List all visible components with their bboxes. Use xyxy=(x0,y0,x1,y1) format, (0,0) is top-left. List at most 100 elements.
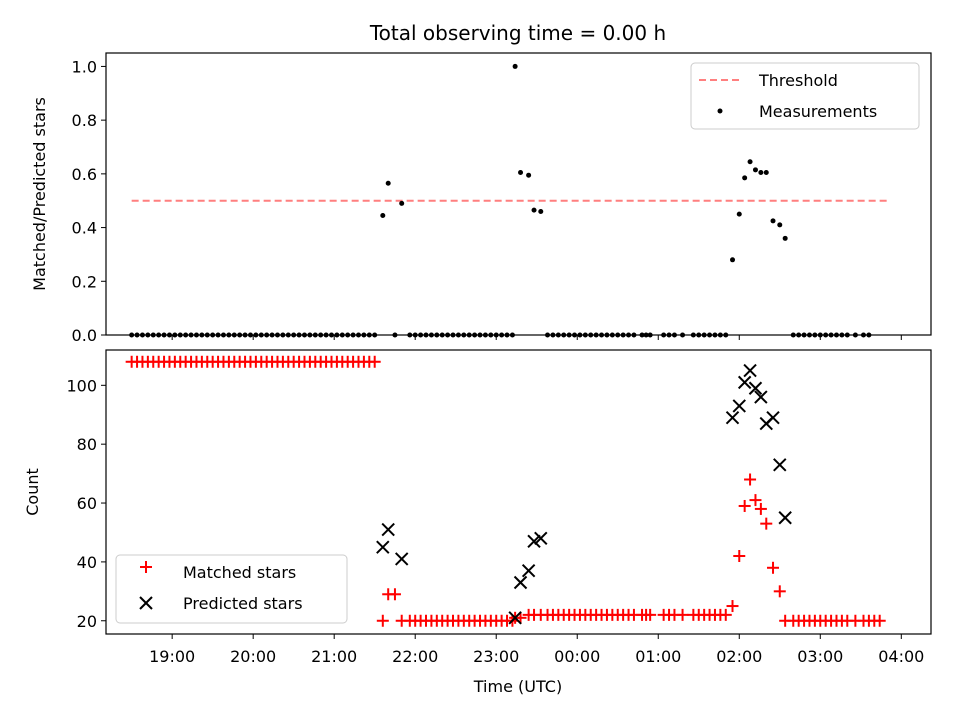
top-legend: Threshold Measurements xyxy=(690,62,920,130)
measurement-point xyxy=(615,332,621,338)
measurement-point xyxy=(572,332,578,338)
measurement-point xyxy=(350,332,356,338)
measurement-point xyxy=(639,332,645,338)
measurement-point xyxy=(188,332,194,338)
bottom-xtick-label: 20:00 xyxy=(230,647,276,666)
measurement-point xyxy=(620,332,626,338)
matched-star-point xyxy=(726,600,739,613)
matched-star-point xyxy=(719,608,732,621)
bottom-xtick-label: 04:00 xyxy=(878,647,924,666)
measurement-point xyxy=(139,332,145,338)
measurement-point xyxy=(253,332,259,338)
legend-predicted-swatch xyxy=(139,596,153,610)
measurement-point xyxy=(696,332,702,338)
predicted-star-stroke xyxy=(737,375,752,390)
chart-title: Total observing time = 0.00 h xyxy=(369,21,666,45)
measurement-point xyxy=(193,332,199,338)
measurement-point xyxy=(285,332,291,338)
predicted-star-stroke xyxy=(766,410,780,425)
measurement-point xyxy=(504,332,510,338)
matched-star-point xyxy=(873,614,886,627)
matched-star-point xyxy=(767,561,780,574)
predicted-star-point xyxy=(773,458,787,472)
bottom-legend-box xyxy=(115,554,348,624)
predicted-star-point xyxy=(748,381,763,395)
bottom-xlabel: Time (UTC) xyxy=(473,677,562,696)
predicted-star-stroke xyxy=(394,552,409,566)
measurement-point xyxy=(860,332,866,338)
measurement-point xyxy=(488,332,494,338)
measurement-point xyxy=(477,332,483,338)
predicted-star-point xyxy=(754,390,768,404)
measurement-point xyxy=(242,332,248,338)
measurement-point xyxy=(366,332,372,338)
bottom-xtick-label: 03:00 xyxy=(797,647,843,666)
measurement-point xyxy=(172,332,178,338)
legend-measurements-label: Measurements xyxy=(759,102,877,121)
measurement-point xyxy=(177,332,183,338)
predicted-star-stroke xyxy=(754,390,768,404)
measurement-point xyxy=(717,332,723,338)
measurement-point xyxy=(328,332,334,338)
measurement-point xyxy=(680,332,686,338)
predicted-star-point xyxy=(508,611,522,625)
measurement-point xyxy=(828,332,834,338)
legend-matched-label: Matched stars xyxy=(183,563,296,582)
measurement-point xyxy=(461,332,467,338)
measurement-point xyxy=(752,167,758,173)
bottom-xtick-label: 23:00 xyxy=(473,647,519,666)
measurement-point xyxy=(399,200,405,206)
measurement-point xyxy=(866,332,872,338)
predicted-star-point xyxy=(725,410,740,425)
measurement-point xyxy=(323,332,329,338)
measurement-point xyxy=(220,332,226,338)
measurement-point xyxy=(770,218,776,224)
measurement-point xyxy=(661,332,667,338)
measurement-point xyxy=(472,332,478,338)
predicted-star-point xyxy=(534,531,548,546)
measurement-point xyxy=(730,257,736,263)
matched-star-point xyxy=(368,355,381,368)
top-legend-box xyxy=(690,62,920,130)
measurement-point xyxy=(747,159,753,165)
measurement-point xyxy=(499,332,505,338)
predicted-star-point xyxy=(513,575,528,590)
measurement-point xyxy=(274,332,280,338)
predicted-star-point xyxy=(743,363,757,378)
measurement-point xyxy=(852,332,858,338)
matched-star-point xyxy=(388,588,401,601)
measurement-point xyxy=(538,208,544,214)
measurement-point xyxy=(334,332,340,338)
measurement-point xyxy=(428,332,434,338)
measurement-point xyxy=(258,332,264,338)
measurement-point xyxy=(385,180,391,186)
measurement-point xyxy=(844,332,850,338)
measurement-point xyxy=(231,332,237,338)
measurement-point xyxy=(482,332,488,338)
measurement-point xyxy=(690,332,696,338)
measurement-point xyxy=(361,332,367,338)
measurement-point xyxy=(339,332,345,338)
bottom-xtick-label: 21:00 xyxy=(311,647,357,666)
measurement-point xyxy=(604,332,610,338)
matched-star-point xyxy=(376,614,389,627)
measurement-point xyxy=(666,332,672,338)
measurement-point xyxy=(712,332,718,338)
measurement-point xyxy=(509,332,515,338)
predicted-star-stroke xyxy=(725,410,740,425)
measurement-point xyxy=(407,332,413,338)
predicted-star-stroke xyxy=(527,534,541,549)
measurement-point xyxy=(801,332,807,338)
matched-star-point xyxy=(773,585,786,598)
matched-star-point xyxy=(644,608,657,621)
measurement-point xyxy=(643,332,649,338)
top-ytick-label: 0.0 xyxy=(72,326,97,345)
measurement-point xyxy=(723,332,729,338)
matched-star-point xyxy=(676,608,689,621)
measurement-point xyxy=(833,332,839,338)
bottom-ytick-label: 20 xyxy=(77,612,97,631)
measurement-point xyxy=(823,332,829,338)
measurement-point xyxy=(166,332,172,338)
predicted-star-point xyxy=(521,564,536,578)
